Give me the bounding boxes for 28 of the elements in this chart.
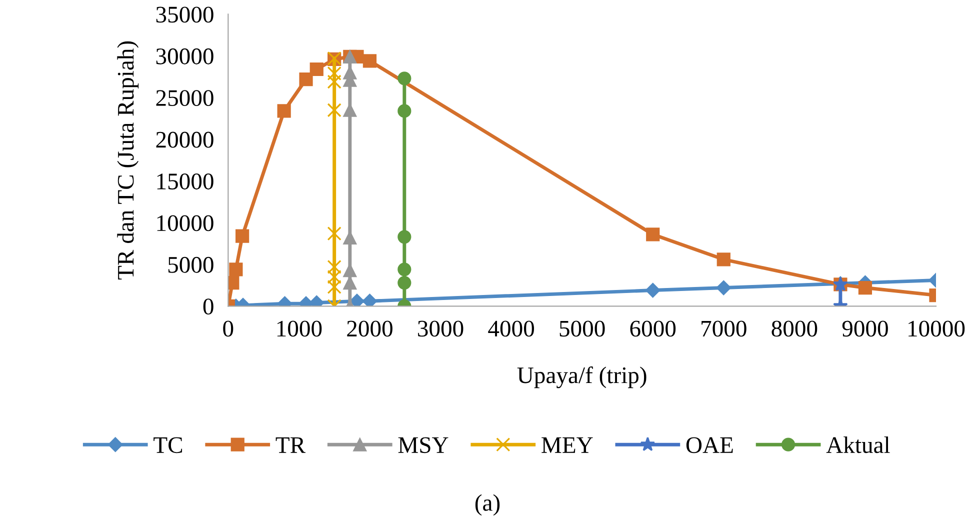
text: (a)	[475, 494, 500, 516]
y-tick-label: 5000	[168, 256, 214, 273]
y-tick-label: 20000	[156, 132, 214, 148]
y-tick-label: 30000	[156, 48, 214, 64]
y-tick-label: 25000	[156, 90, 214, 106]
x-tick-label: 4000	[488, 320, 534, 337]
y-tick-label: 15000	[157, 174, 214, 190]
x-tick-label: 3000	[418, 320, 464, 337]
x-axis-title: Upaya/f (trip)	[517, 366, 646, 388]
legend-label: TR	[276, 437, 306, 453]
x-tick-label: 5000	[560, 320, 605, 337]
x-tick-label: 2000	[347, 320, 392, 337]
x-tick-label: 0	[223, 320, 234, 337]
y-tick-label: 0	[203, 298, 214, 315]
legend-label: OAE	[686, 437, 733, 454]
x-tick-label: 6000	[630, 320, 676, 337]
legend-label: MEY	[542, 437, 593, 453]
legend-label: TC	[154, 437, 182, 454]
y-axis-title: TR dan TC (Juta Rupiah)	[117, 41, 139, 280]
x-tick-label: 10000	[908, 320, 965, 337]
x-tick-label: 1000	[277, 320, 322, 337]
x-tick-label: 9000	[842, 320, 888, 337]
y-tick-label: 35000	[156, 6, 214, 23]
legend-label: MSY	[398, 437, 448, 454]
x-tick-label: 7000	[702, 320, 746, 337]
y-tick-label: 10000	[157, 215, 214, 232]
legend-label: Aktual	[826, 436, 890, 454]
x-tick-label: 8000	[772, 320, 818, 337]
